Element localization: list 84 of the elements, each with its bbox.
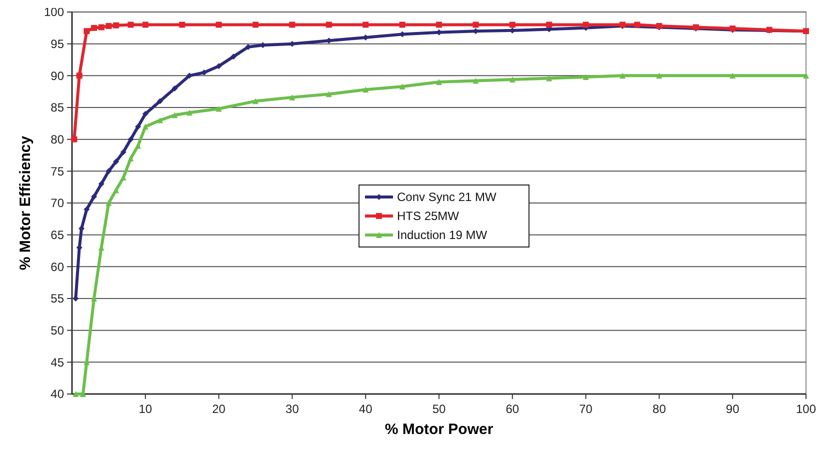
y-tick-label: 80 bbox=[50, 132, 64, 147]
point bbox=[289, 94, 296, 100]
y-axis-title: % Motor Efficiency bbox=[17, 135, 34, 270]
point bbox=[142, 110, 148, 117]
x-axis-title: % Motor Power bbox=[384, 421, 494, 438]
x-tick-label: 30 bbox=[286, 402, 300, 416]
point bbox=[172, 85, 178, 92]
point bbox=[546, 22, 552, 28]
point bbox=[172, 112, 178, 118]
x-tick-label: 50 bbox=[432, 402, 446, 416]
point bbox=[91, 194, 98, 200]
y-tick-label: 45 bbox=[50, 355, 64, 370]
point bbox=[399, 22, 406, 28]
x-tick-label: 20 bbox=[212, 402, 226, 416]
point bbox=[135, 124, 142, 130]
y-tick-label: 100 bbox=[44, 5, 64, 20]
point bbox=[98, 24, 104, 30]
point bbox=[72, 391, 79, 397]
x-tick-label: 10 bbox=[138, 402, 152, 416]
point bbox=[186, 110, 192, 116]
point bbox=[803, 72, 809, 79]
y-tick-label: 60 bbox=[50, 260, 64, 274]
point bbox=[326, 22, 332, 28]
point bbox=[157, 98, 164, 104]
point bbox=[582, 22, 589, 28]
point bbox=[230, 54, 236, 60]
x-tick-label: 80 bbox=[652, 402, 666, 416]
point bbox=[216, 106, 222, 112]
y-tick-label: 75 bbox=[50, 164, 64, 178]
point bbox=[84, 28, 90, 34]
point bbox=[179, 22, 186, 28]
point bbox=[436, 22, 442, 28]
x-tick-label: 60 bbox=[506, 402, 520, 416]
point bbox=[120, 149, 126, 156]
x-tick-label: 90 bbox=[726, 402, 740, 416]
y-tick-label: 95 bbox=[50, 37, 64, 52]
x-tick-label: 40 bbox=[358, 402, 373, 416]
point bbox=[509, 76, 516, 82]
point bbox=[252, 22, 258, 28]
point bbox=[142, 124, 148, 130]
point bbox=[362, 86, 369, 93]
x-tick-label: 100 bbox=[796, 402, 816, 416]
point bbox=[106, 23, 112, 30]
point bbox=[113, 22, 120, 28]
point bbox=[113, 158, 120, 165]
point bbox=[289, 22, 296, 28]
point bbox=[128, 155, 134, 162]
point bbox=[76, 72, 82, 79]
y-tick-label: 40 bbox=[50, 387, 64, 402]
point bbox=[128, 22, 134, 28]
y-tick-label: 65 bbox=[50, 228, 64, 242]
y-tick-label: 90 bbox=[50, 68, 64, 83]
legend-label: Induction 19 MW bbox=[397, 228, 488, 242]
point bbox=[582, 74, 589, 80]
point bbox=[509, 22, 516, 28]
legend-label: Conv Sync 21 MW bbox=[397, 190, 498, 204]
point bbox=[326, 91, 332, 98]
y-tick-label: 85 bbox=[50, 100, 64, 115]
point bbox=[399, 83, 406, 90]
point bbox=[252, 98, 258, 104]
point bbox=[157, 117, 164, 124]
point bbox=[362, 22, 369, 28]
point bbox=[91, 24, 98, 31]
x-tick-label: 70 bbox=[579, 402, 593, 416]
point bbox=[436, 79, 442, 86]
y-tick-label: 55 bbox=[50, 292, 64, 306]
point bbox=[142, 22, 148, 28]
point bbox=[546, 75, 552, 82]
point bbox=[730, 72, 736, 79]
legend-label: HTS 25MW bbox=[397, 209, 460, 224]
point bbox=[216, 22, 222, 28]
point bbox=[656, 72, 662, 79]
point bbox=[128, 136, 134, 142]
point bbox=[98, 180, 104, 187]
point bbox=[620, 72, 626, 79]
point bbox=[71, 136, 78, 142]
point bbox=[106, 200, 112, 206]
point bbox=[106, 168, 112, 174]
point bbox=[472, 78, 479, 84]
point bbox=[634, 22, 640, 28]
point bbox=[216, 63, 222, 70]
y-tick-label: 50 bbox=[50, 324, 64, 338]
point bbox=[472, 22, 479, 28]
y-tick-label: 70 bbox=[50, 196, 64, 210]
